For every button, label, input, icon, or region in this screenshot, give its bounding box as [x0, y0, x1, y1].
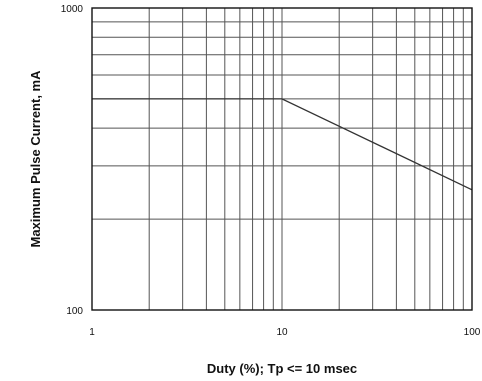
y-tick-label: 1000: [61, 4, 84, 15]
series-line: [92, 98, 473, 191]
grid: [92, 8, 472, 310]
plot-frame: [91, 7, 473, 311]
x-tick-label: 10: [276, 327, 288, 338]
y-tick-label: 100: [66, 306, 83, 317]
tick-labels: 1 10 100 100 1000: [61, 4, 481, 338]
x-tick-label: 1: [89, 327, 95, 338]
x-tick-label: 100: [464, 327, 481, 338]
x-axis-title: Duty (%); Tp <= 10 msec: [207, 361, 357, 376]
y-axis-title: Maximum Pulse Current, mA: [28, 70, 43, 248]
series-layer: [92, 98, 473, 191]
